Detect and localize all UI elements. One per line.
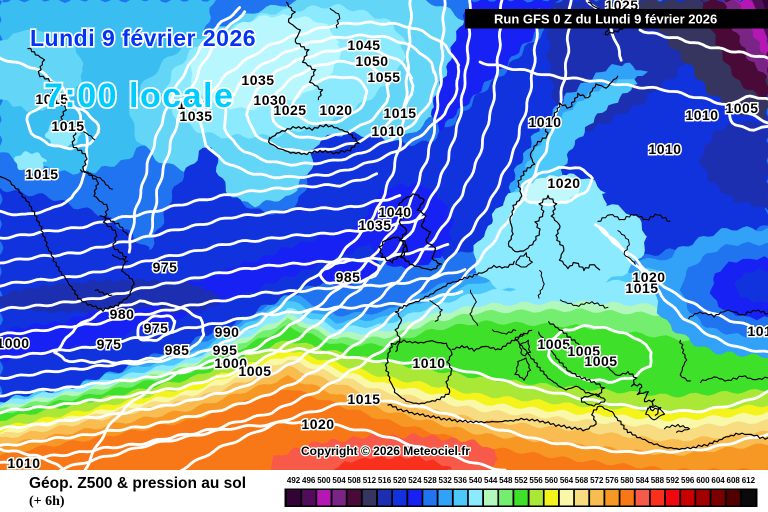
svg-text:1035: 1035 — [358, 217, 391, 233]
svg-text:1015: 1015 — [383, 105, 416, 121]
svg-text:1005: 1005 — [725, 100, 758, 116]
svg-text:1035: 1035 — [241, 72, 274, 88]
svg-text:Copyright © 2026 Meteociel.fr: Copyright © 2026 Meteociel.fr — [301, 444, 470, 458]
svg-text:1005: 1005 — [537, 336, 570, 352]
svg-text:1000: 1000 — [214, 355, 247, 371]
svg-text:1015: 1015 — [51, 118, 84, 134]
svg-text:1015: 1015 — [625, 280, 658, 296]
svg-text:1040: 1040 — [378, 204, 411, 220]
svg-text:7:00 locale: 7:00 locale — [44, 77, 234, 115]
svg-text:1055: 1055 — [367, 69, 400, 85]
svg-text:990: 990 — [215, 324, 240, 340]
svg-text:Run GFS 0 Z du Lundi 9 février: Run GFS 0 Z du Lundi 9 février 2026 — [494, 12, 717, 27]
svg-text:1015: 1015 — [25, 166, 58, 182]
svg-text:975: 975 — [97, 336, 122, 352]
svg-text:Géop. Z500 & pression au sol: Géop. Z500 & pression au sol — [29, 475, 246, 492]
svg-text:1020: 1020 — [632, 269, 665, 285]
svg-text:1005: 1005 — [238, 363, 271, 379]
svg-text:1015: 1015 — [347, 391, 380, 407]
svg-text:1000: 1000 — [0, 335, 30, 351]
svg-text:975: 975 — [144, 320, 169, 336]
svg-text:1010: 1010 — [685, 107, 718, 123]
svg-text:1020: 1020 — [301, 416, 334, 432]
svg-text:980: 980 — [110, 306, 135, 322]
svg-text:1020: 1020 — [319, 102, 352, 118]
svg-text:1005: 1005 — [584, 353, 617, 369]
svg-text:1030: 1030 — [253, 92, 286, 108]
svg-text:Lundi 9 février 2026: Lundi 9 février 2026 — [30, 25, 256, 51]
svg-text:1010: 1010 — [7, 455, 40, 471]
svg-text:1005: 1005 — [567, 343, 600, 359]
svg-text:1010: 1010 — [412, 355, 445, 371]
svg-text:1015: 1015 — [747, 323, 768, 339]
svg-text:1015: 1015 — [35, 91, 68, 107]
svg-text:975: 975 — [153, 259, 178, 275]
svg-text:1035: 1035 — [179, 108, 212, 124]
svg-text:1010: 1010 — [528, 114, 561, 130]
svg-text:1040: 1040 — [177, 96, 210, 112]
svg-text:1045: 1045 — [347, 37, 380, 53]
svg-text:1050: 1050 — [355, 53, 388, 69]
svg-text:1020: 1020 — [547, 175, 580, 191]
svg-text:985: 985 — [165, 342, 190, 358]
svg-text:985: 985 — [336, 269, 361, 285]
svg-text:1025: 1025 — [273, 102, 306, 118]
svg-text:995: 995 — [213, 342, 238, 358]
svg-text:1010: 1010 — [371, 123, 404, 139]
svg-text:(+ 6h): (+ 6h) — [29, 494, 65, 509]
svg-text:1010: 1010 — [648, 141, 681, 157]
